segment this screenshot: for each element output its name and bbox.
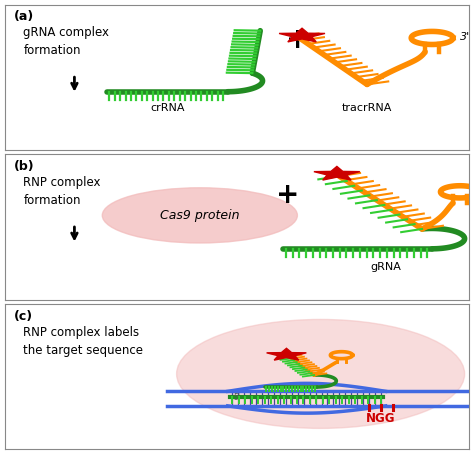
Text: 5': 5' — [233, 393, 240, 402]
Ellipse shape — [102, 188, 297, 243]
Text: RNP complex labels
the target sequence: RNP complex labels the target sequence — [23, 326, 143, 357]
Text: (a): (a) — [14, 10, 34, 23]
Text: 3': 3' — [460, 31, 470, 41]
Text: RNP complex
formation: RNP complex formation — [23, 176, 101, 207]
Text: (c): (c) — [14, 310, 33, 323]
Text: +: + — [286, 26, 309, 54]
Text: (b): (b) — [14, 160, 35, 173]
Polygon shape — [266, 348, 306, 360]
Text: gRNA complex
formation: gRNA complex formation — [23, 26, 109, 57]
Polygon shape — [279, 28, 325, 42]
Text: Cas9 protein: Cas9 protein — [160, 209, 239, 222]
Text: +: + — [276, 181, 300, 209]
Text: NGG: NGG — [366, 412, 396, 425]
Text: crRNA: crRNA — [150, 103, 184, 113]
Polygon shape — [314, 167, 360, 180]
Ellipse shape — [177, 320, 465, 429]
Text: gRNA: gRNA — [370, 262, 401, 272]
Text: tracrRNA: tracrRNA — [342, 103, 392, 113]
